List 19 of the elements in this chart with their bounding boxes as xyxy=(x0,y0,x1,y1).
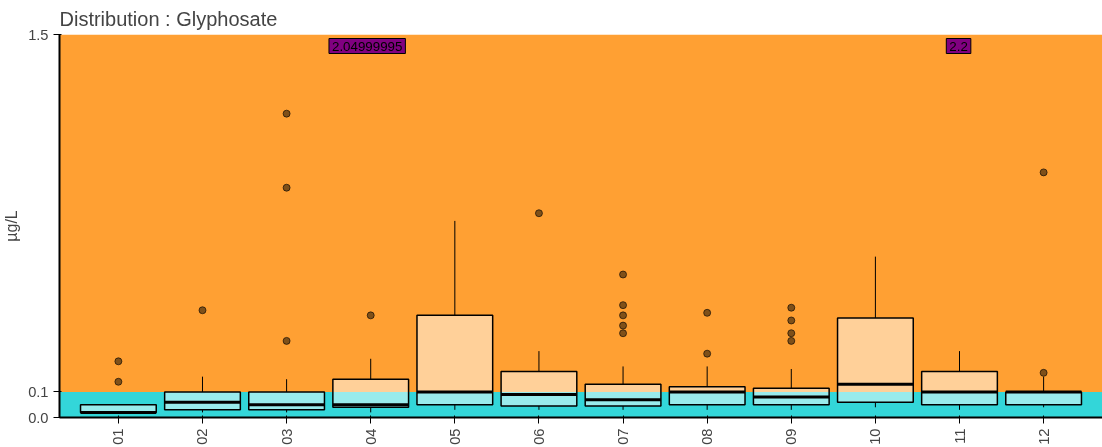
y-tick-label: 0.1 xyxy=(28,383,49,400)
x-tick-label: 12 xyxy=(1035,428,1052,445)
x-tick-label: 05 xyxy=(446,428,463,445)
chart-title: Distribution : Glyphosate xyxy=(59,7,278,30)
x-tick-label: 10 xyxy=(867,428,884,445)
x-tick-label: 04 xyxy=(362,428,379,445)
annotation: 2.2 xyxy=(949,38,968,54)
x-tick-label: 03 xyxy=(278,428,295,445)
x-tick-label: 06 xyxy=(530,428,547,445)
x-tick-label: 02 xyxy=(194,428,211,445)
y-tick-label: 1.5 xyxy=(28,26,49,43)
x-tick-label: 08 xyxy=(699,428,716,445)
x-tick-label: 07 xyxy=(615,428,632,445)
x-tick-label: 11 xyxy=(951,428,968,444)
x-tick-label: 01 xyxy=(110,428,127,445)
x-tick-label: 09 xyxy=(783,428,800,445)
y-axis-title: µg/L xyxy=(3,210,21,242)
annotation: 2.04999995 xyxy=(331,38,403,54)
y-tick-label: 0.0 xyxy=(28,409,49,426)
